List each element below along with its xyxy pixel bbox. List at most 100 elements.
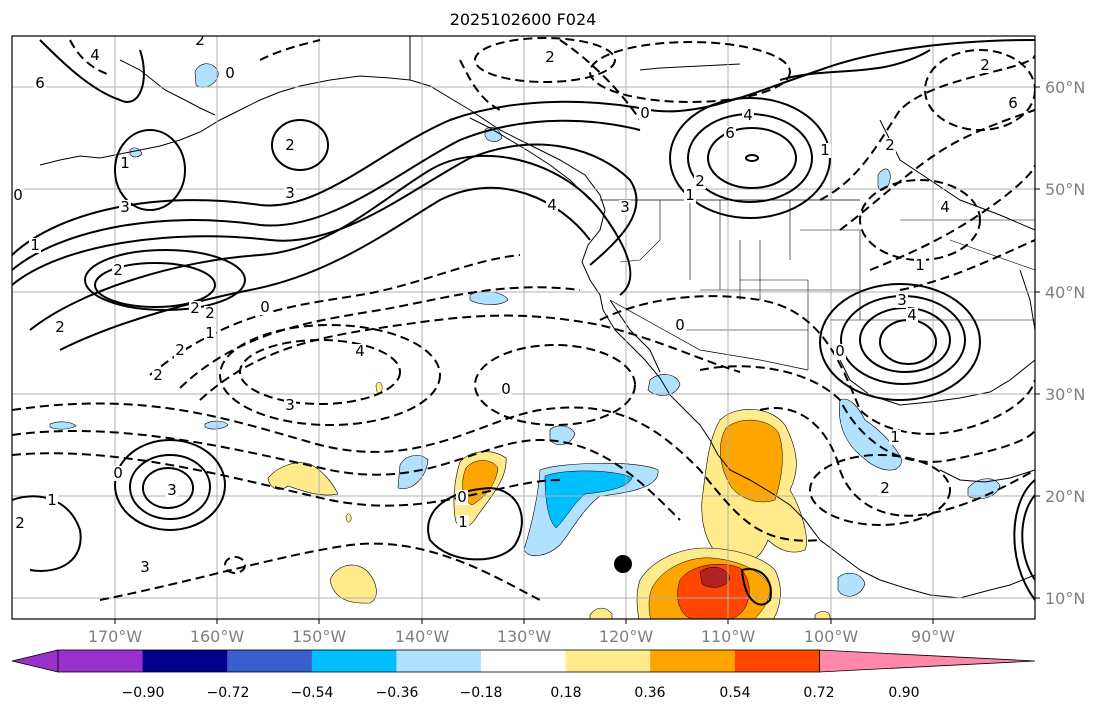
contour-label: 6 xyxy=(35,74,45,92)
contour-line xyxy=(12,452,561,507)
lat-label: 10°N xyxy=(1045,589,1085,608)
contour-label: 1 xyxy=(915,256,925,274)
contour-label-bg xyxy=(119,156,131,171)
contour-line xyxy=(1021,494,1035,581)
colorbar-tick-label: −0.18 xyxy=(460,685,503,701)
contour-label-bg xyxy=(89,48,101,63)
contour-label-bg xyxy=(834,344,846,359)
contour-label-bg xyxy=(204,326,216,341)
colorbar-segment xyxy=(396,650,482,672)
coastline xyxy=(469,117,591,201)
shade-patch xyxy=(839,398,903,471)
coastline xyxy=(639,63,741,71)
contour-label-bg xyxy=(742,108,754,123)
shade-patch xyxy=(345,513,352,523)
colorbar-tick-label: 0.18 xyxy=(550,685,581,701)
contour-label: 1 xyxy=(47,491,57,509)
contour-line xyxy=(759,407,1035,517)
shade-patch xyxy=(967,478,1001,499)
contour-label: 0 xyxy=(457,488,467,506)
colorbar-tick-label: −0.36 xyxy=(376,685,419,701)
lon-label: 150°W xyxy=(292,627,347,646)
contour-label-bg xyxy=(884,138,896,153)
contour-label-bg xyxy=(189,301,201,316)
contour-label-bg xyxy=(174,343,186,358)
contour-label: 4 xyxy=(355,342,365,360)
contour-label: 2 xyxy=(885,136,895,154)
contour-label: 6 xyxy=(725,124,735,142)
contour-label: 2 xyxy=(285,136,295,154)
contour-line xyxy=(809,454,951,526)
coastline-layer xyxy=(39,36,1035,599)
contour-line xyxy=(39,39,145,103)
contour-label-bg xyxy=(152,368,164,383)
colorbar-tick-label: 0.72 xyxy=(803,685,834,701)
colorbar-segment xyxy=(311,650,397,672)
contour-label: 0 xyxy=(13,186,23,204)
contour-label-bg xyxy=(46,493,58,508)
contour-label-bg xyxy=(119,200,131,215)
contour-label: 2 xyxy=(153,366,163,384)
contour-label-bg xyxy=(224,66,236,81)
coastline xyxy=(879,119,1035,231)
contour-label: 1 xyxy=(30,236,40,254)
contour-line xyxy=(239,339,401,405)
colorbar-segment xyxy=(58,650,144,672)
contour-label: 0 xyxy=(640,104,650,122)
border xyxy=(609,299,809,371)
contour-label-bg xyxy=(259,300,271,315)
contour-label: 0 xyxy=(260,298,270,316)
contour-label: 1 xyxy=(890,428,900,446)
contour-label-bg xyxy=(914,258,926,273)
contour-label-bg xyxy=(457,515,469,530)
contour-label: 2 xyxy=(55,318,65,336)
contour-label: 1 xyxy=(820,141,830,159)
border xyxy=(680,200,1035,370)
contour-label-bg xyxy=(194,36,206,48)
contour-line xyxy=(99,542,541,601)
colorbar-tick-label: 0.54 xyxy=(719,685,750,701)
contour-label-bg xyxy=(684,188,696,203)
contour-label-bg xyxy=(29,238,41,253)
contour-label: 6 xyxy=(1008,94,1018,112)
contour-line xyxy=(84,249,246,311)
contour-label: 4 xyxy=(907,306,917,324)
contour-line xyxy=(271,119,329,171)
contour-line xyxy=(69,39,111,76)
shade-patch xyxy=(49,421,77,430)
contour-line xyxy=(12,429,681,521)
contour-line xyxy=(142,467,194,509)
contour-label-bg xyxy=(724,126,736,141)
colorbar-segment xyxy=(481,650,567,672)
lat-ticks xyxy=(1035,86,1040,599)
contour-label-bg xyxy=(819,143,831,158)
contour-line xyxy=(12,402,821,542)
lon-label: 130°W xyxy=(497,627,552,646)
colorbar-tick-label: −0.90 xyxy=(122,685,165,701)
contour-label-bg xyxy=(112,263,124,278)
contour-line xyxy=(427,486,523,561)
contour-label: 4 xyxy=(940,198,950,216)
colorbar-extend-high xyxy=(819,649,1036,673)
border xyxy=(619,200,661,263)
lon-label: 160°W xyxy=(190,627,245,646)
colorbar-ticks: −0.90 −0.72 −0.54 −0.36 −0.18 0.18 0.36 … xyxy=(122,685,920,701)
contour-label-bg xyxy=(12,188,24,203)
contour-label-bg xyxy=(204,306,216,321)
contour-label-bg xyxy=(354,344,366,359)
contour-line xyxy=(1013,479,1035,601)
coastline xyxy=(39,75,411,166)
lon-label: 90°W xyxy=(911,627,955,646)
contour-label: 2 xyxy=(980,56,990,74)
colorbar-segment xyxy=(650,650,736,672)
colorbar-segment xyxy=(142,650,228,672)
contour-line xyxy=(819,283,981,401)
contour-line xyxy=(474,344,636,426)
contour-label-bg xyxy=(1007,96,1019,111)
contour-label: 1 xyxy=(120,154,130,172)
contour-line xyxy=(589,41,791,103)
contour-label: 2 xyxy=(205,304,215,322)
contour-label-bg xyxy=(284,398,296,413)
shade-patch xyxy=(699,566,731,588)
contour-line xyxy=(59,186,591,351)
